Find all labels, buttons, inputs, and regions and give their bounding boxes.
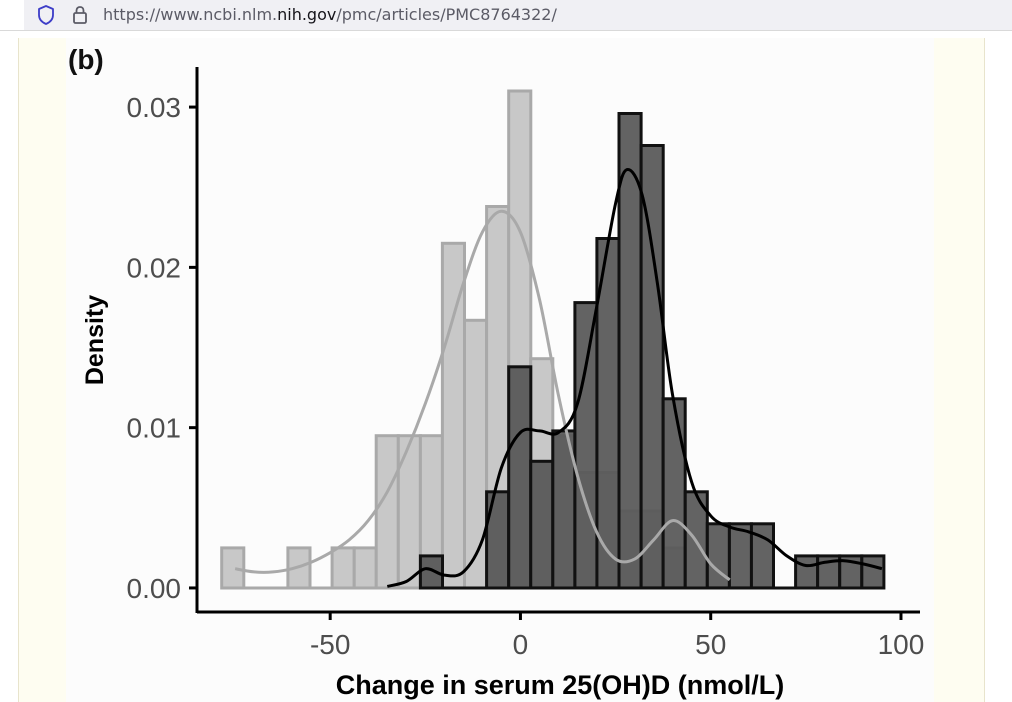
page-margin-left (18, 38, 67, 702)
url-text[interactable]: https://www.ncbi.nlm.nih.gov/pmc/article… (103, 5, 557, 24)
url-path: /pmc/articles/PMC8764322/ (336, 5, 557, 24)
histogram-bar (396, 434, 422, 590)
x-tick-label: 100 (878, 629, 925, 660)
histogram-bar (529, 459, 555, 590)
shield-icon[interactable] (36, 4, 56, 31)
series-2-density-curve (386, 168, 883, 588)
url-domain: nih.gov (277, 5, 337, 24)
browser-address-bar: https://www.ncbi.nlm.nih.gov/pmc/article… (0, 0, 1012, 31)
y-tick-label: 0.00 (127, 573, 182, 604)
histogram-bar (463, 318, 489, 590)
histogram-bar (507, 365, 533, 590)
series-1-density-curve (234, 209, 731, 582)
y-tick-label: 0.03 (127, 92, 182, 123)
histogram-bar (352, 546, 378, 590)
histogram-bar (860, 554, 886, 590)
histogram-bar (374, 434, 400, 590)
y-tick-label: 0.01 (127, 413, 182, 444)
histogram-bar (220, 546, 246, 590)
url-prefix: https://www.ncbi.nlm. (103, 5, 278, 24)
y-ticks: 0.00 0.01 0.02 0.03 (127, 92, 197, 604)
y-tick-label: 0.02 (127, 252, 182, 283)
histogram-bar (727, 522, 754, 590)
panel-label: (b) (68, 44, 104, 75)
page-margin-right (934, 38, 985, 702)
histogram-bar (573, 301, 599, 590)
density-curve (386, 168, 883, 588)
url-field[interactable] (24, 0, 1012, 30)
histogram-bar (661, 397, 687, 590)
x-tick-label: 0 (513, 629, 529, 660)
lock-icon[interactable] (70, 4, 90, 31)
x-tick-label: -50 (310, 629, 350, 660)
y-axis-title: Density (81, 295, 109, 385)
x-tick-label: 50 (695, 629, 726, 660)
x-axis-title: Change in serum 25(OH)D (nmol/L) (336, 670, 785, 700)
density-curve (234, 209, 731, 582)
histogram-bar (330, 546, 356, 590)
histogram-bar (794, 554, 820, 590)
x-ticks: -50 0 50 100 (310, 612, 924, 660)
